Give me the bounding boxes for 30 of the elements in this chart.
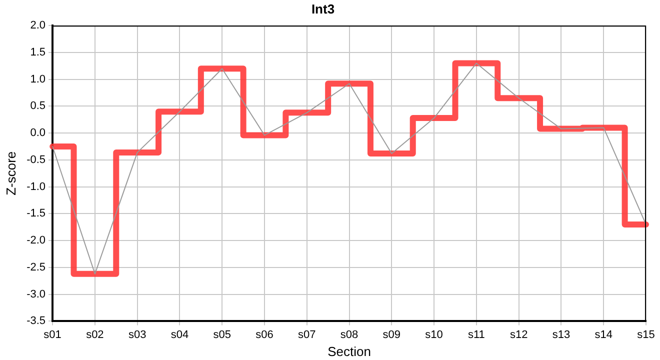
x-tick-label: s11 bbox=[468, 328, 485, 341]
x-axis-title: Section bbox=[328, 344, 371, 359]
x-tick-label: s04 bbox=[170, 328, 189, 341]
y-tick-label: -1.5 bbox=[26, 208, 46, 220]
x-tick-label: s09 bbox=[382, 328, 401, 341]
x-tick-label: s06 bbox=[256, 328, 274, 341]
y-tick-label: -2.0 bbox=[26, 234, 46, 247]
y-tick-label: -1.0 bbox=[26, 180, 46, 193]
y-tick-label: 0.0 bbox=[30, 127, 46, 140]
y-tick-label: 1.5 bbox=[30, 46, 46, 59]
x-tick-label: s14 bbox=[594, 328, 612, 341]
y-tick-label: 1.0 bbox=[30, 73, 46, 86]
x-tick-label: s02 bbox=[86, 328, 104, 341]
x-tick-label: s15 bbox=[637, 328, 655, 341]
x-tick-label: s03 bbox=[128, 328, 146, 341]
x-tick-label: s13 bbox=[552, 328, 570, 341]
y-tick-label: -2.5 bbox=[26, 261, 46, 274]
x-tick-label: s12 bbox=[510, 328, 528, 341]
y-tick-label: -3.5 bbox=[26, 315, 46, 328]
y-tick-label: 2.0 bbox=[30, 20, 46, 32]
x-tick-label: s08 bbox=[340, 328, 358, 341]
y-tick-label: -0.5 bbox=[26, 154, 46, 166]
x-tick-label: s01 bbox=[44, 328, 62, 341]
y-tick-label: 0.5 bbox=[30, 100, 46, 112]
chart-title: Int3 bbox=[311, 1, 335, 16]
y-axis-title: Z-score bbox=[3, 151, 18, 196]
x-tick-label: s10 bbox=[425, 328, 443, 341]
y-tick-label: -3.0 bbox=[26, 288, 46, 300]
x-tick-label: s05 bbox=[213, 328, 231, 341]
x-tick-label: s07 bbox=[298, 328, 316, 341]
